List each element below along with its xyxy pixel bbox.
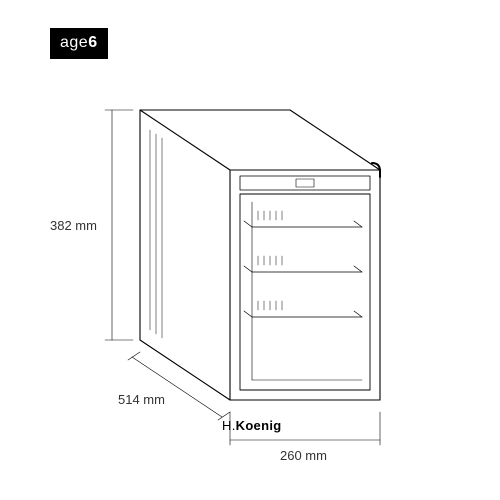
brand-name: Koenig [236, 418, 282, 433]
dim-depth-label: 514 mm [118, 392, 165, 407]
dim-width-label: 260 mm [280, 448, 327, 463]
dim-height-label: 382 mm [50, 218, 97, 233]
diagram-canvas: age6 [0, 0, 500, 500]
brand-h: H [222, 418, 232, 433]
brand-logo: H.Koenig [222, 418, 281, 433]
